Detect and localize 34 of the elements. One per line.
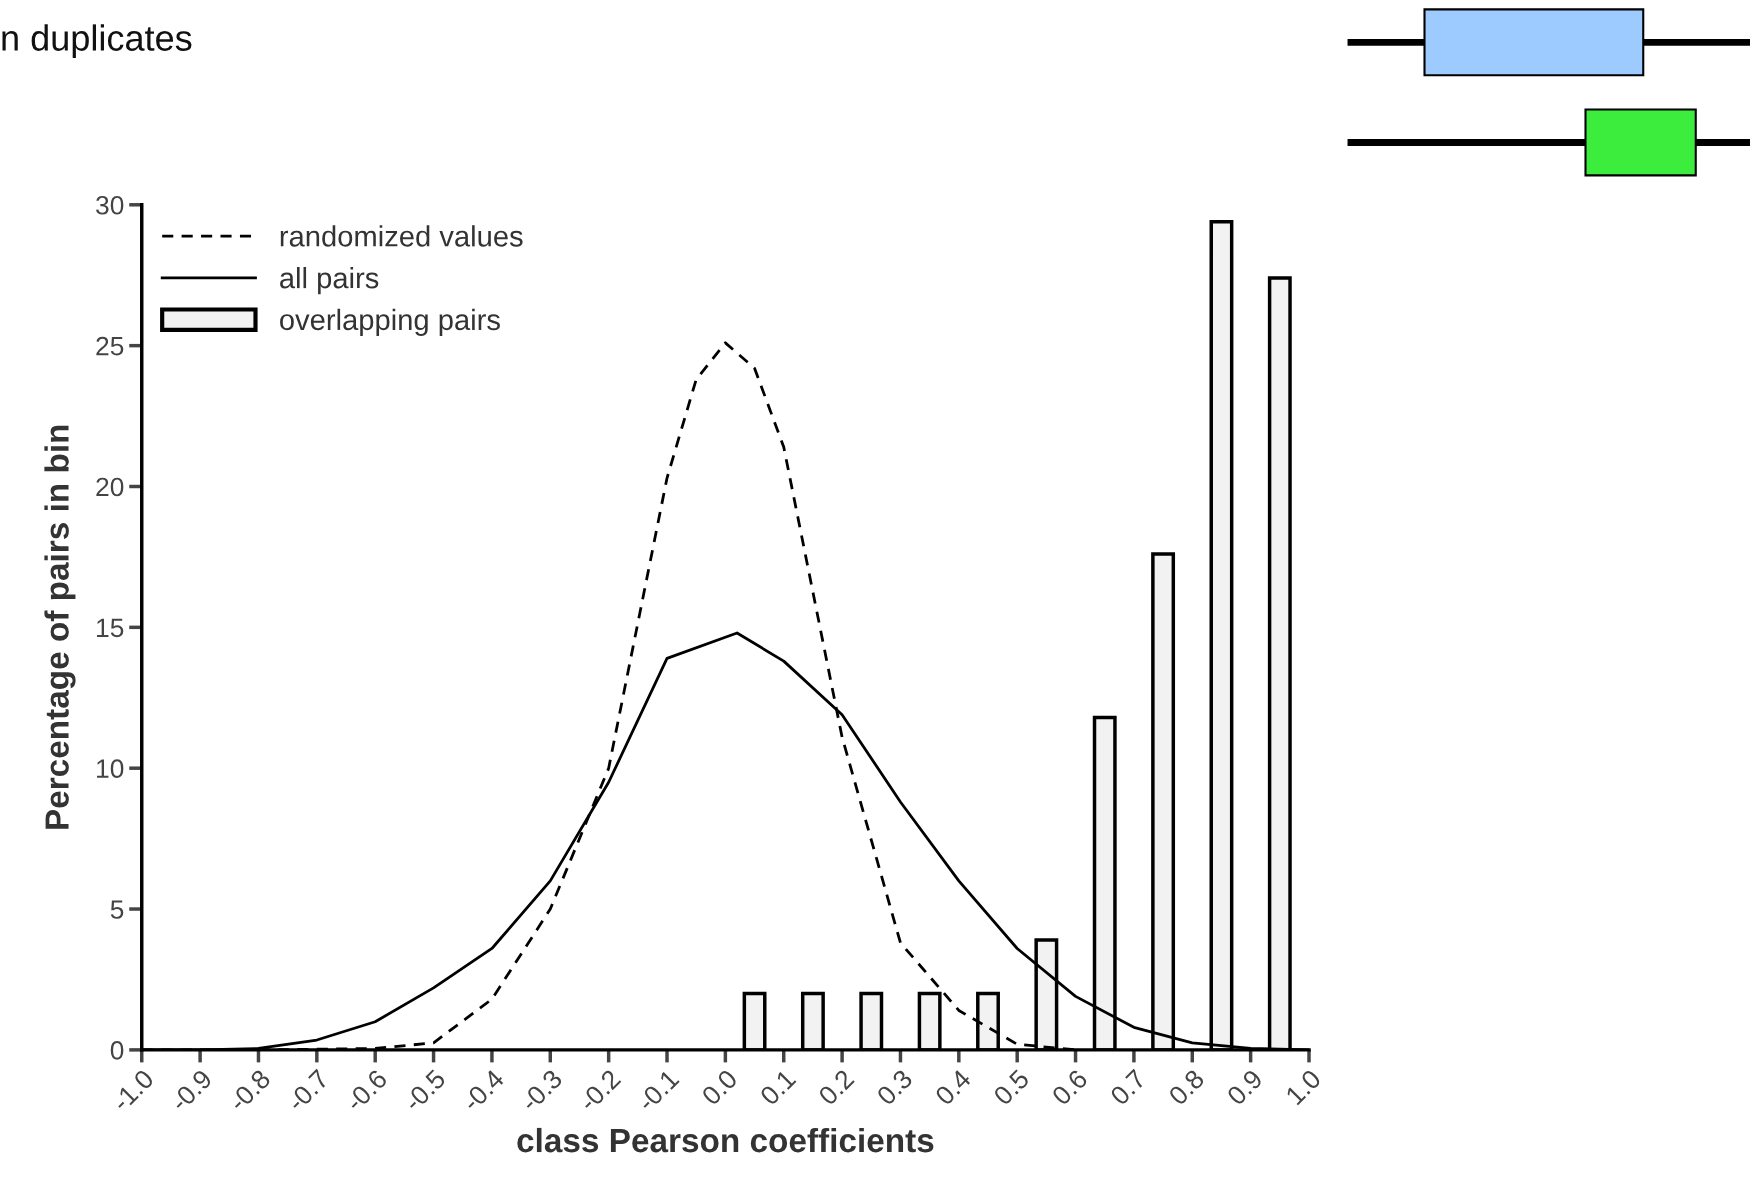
x-tick-label: 0.4 <box>934 1068 972 1107</box>
y-tick-label: 5 <box>110 900 124 919</box>
x-tick-label: 0.7 <box>1109 1068 1147 1107</box>
x-tick-label: 0.0 <box>700 1068 739 1107</box>
x-tick-label: -0.7 <box>286 1068 330 1113</box>
x-tick-label: -0.9 <box>169 1068 213 1113</box>
x-tick-label: -0.3 <box>519 1068 564 1113</box>
x-tick-label: 0.8 <box>1167 1068 1206 1107</box>
x-tick-label: -0.6 <box>344 1068 389 1113</box>
y-tick-label: 25 <box>96 336 124 356</box>
legend-label: overlapping pairs <box>280 308 500 336</box>
x-tick-label: 1.0 <box>1284 1068 1322 1106</box>
x-tick-label: -0.4 <box>461 1068 506 1113</box>
x-tick-label: -0.2 <box>577 1068 622 1113</box>
legend-label: all pairs <box>280 266 379 295</box>
text: n duplicates <box>2 24 192 59</box>
y-tick-label: 20 <box>96 477 124 497</box>
x-tick-label: 0.3 <box>875 1068 914 1107</box>
x-tick-label: -0.1 <box>636 1068 680 1113</box>
x-tick-label: 0.9 <box>1225 1068 1264 1107</box>
y-tick-label: 15 <box>97 618 124 638</box>
y-tick-label: 0 <box>110 1041 124 1060</box>
x-tick-label: -0.5 <box>402 1068 447 1113</box>
y-tick-label: 30 <box>96 195 124 215</box>
x-tick-label: 0.2 <box>817 1068 855 1107</box>
x-tick-label: 0.5 <box>992 1068 1031 1107</box>
y-axis-title: Percentage of pairs in bin <box>44 425 76 829</box>
y-tick-label: 10 <box>97 759 124 779</box>
x-axis-title: class Pearson coefficients <box>517 1127 934 1153</box>
x-tick-label: 0.6 <box>1050 1068 1089 1107</box>
legend-label: randomized values <box>280 225 523 247</box>
x-tick-label: -0.8 <box>227 1068 272 1113</box>
x-tick-label: -1.0 <box>110 1068 155 1113</box>
x-tick-label: 0.1 <box>759 1068 797 1107</box>
